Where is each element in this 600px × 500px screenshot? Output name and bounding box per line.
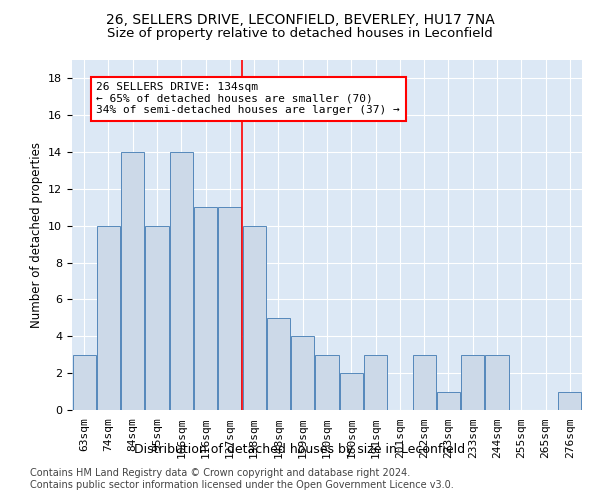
Bar [194,208,217,410]
Bar [97,226,120,410]
Text: Contains HM Land Registry data © Crown copyright and database right 2024.: Contains HM Land Registry data © Crown c… [30,468,410,477]
Bar [121,152,144,410]
Bar [413,354,436,410]
Text: 26, SELLERS DRIVE, LECONFIELD, BEVERLEY, HU17 7NA: 26, SELLERS DRIVE, LECONFIELD, BEVERLEY,… [106,12,494,26]
Bar [267,318,290,410]
Text: Size of property relative to detached houses in Leconfield: Size of property relative to detached ho… [107,28,493,40]
Text: Contains public sector information licensed under the Open Government Licence v3: Contains public sector information licen… [30,480,454,490]
Bar [170,152,193,410]
Bar [145,226,169,410]
Bar [559,392,581,410]
Bar [73,354,95,410]
Bar [291,336,314,410]
Y-axis label: Number of detached properties: Number of detached properties [29,142,43,328]
Bar [437,392,460,410]
Bar [340,373,363,410]
Text: Distribution of detached houses by size in Leconfield: Distribution of detached houses by size … [134,442,466,456]
Bar [461,354,484,410]
Bar [364,354,387,410]
Bar [485,354,509,410]
Text: 26 SELLERS DRIVE: 134sqm
← 65% of detached houses are smaller (70)
34% of semi-d: 26 SELLERS DRIVE: 134sqm ← 65% of detach… [96,82,400,116]
Bar [218,208,241,410]
Bar [242,226,266,410]
Bar [316,354,338,410]
